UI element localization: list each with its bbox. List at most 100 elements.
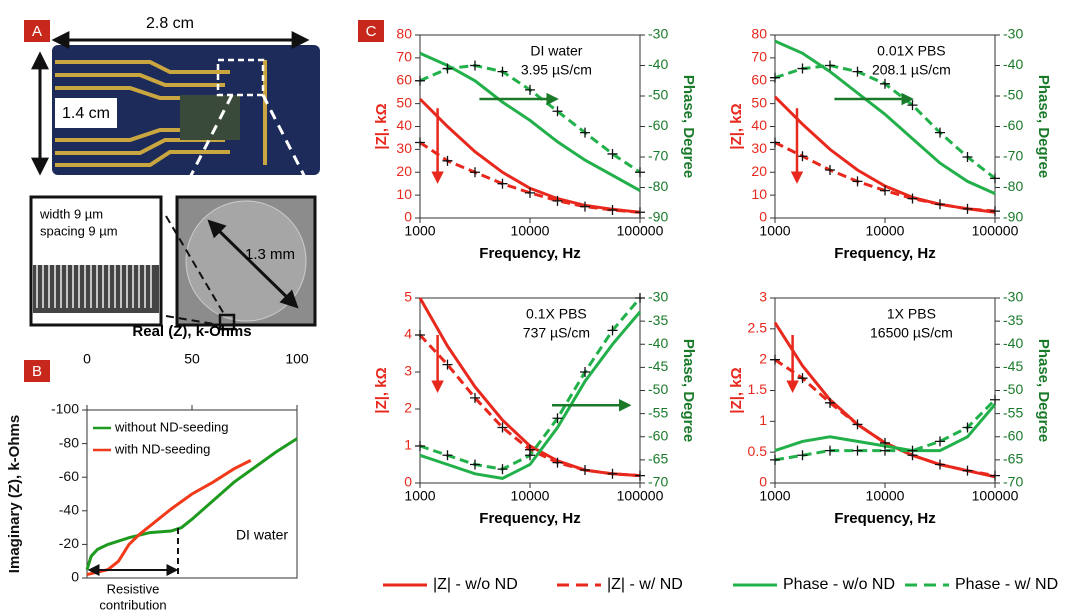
marker <box>770 454 780 465</box>
marker <box>635 293 645 303</box>
annotation: contribution <box>99 597 166 612</box>
marker <box>962 152 973 162</box>
marker <box>525 187 535 198</box>
marker <box>824 445 835 456</box>
marker <box>635 167 645 178</box>
marker <box>990 394 1000 405</box>
y2-tick-label: -50 <box>648 381 668 397</box>
photo: 2.8 cm 1.4 cm width 9 µm spacing 9 µm 1.… <box>29 15 320 331</box>
panel-label: B <box>32 363 42 380</box>
dimension-label: 2.8 cm <box>146 15 194 32</box>
marker <box>415 330 425 340</box>
y-tick-label: 2.5 <box>748 320 768 336</box>
marker <box>880 185 890 196</box>
x-tick-label: 100000 <box>972 223 1019 239</box>
zoom-line <box>261 94 317 198</box>
annotation: 16500 µS/cm <box>870 325 953 341</box>
marker <box>990 173 1000 184</box>
y-tick-label: 0 <box>759 474 767 490</box>
y2-tick-label: -30 <box>1003 26 1023 42</box>
marker <box>770 72 780 83</box>
y2-tick-label: -50 <box>1003 381 1023 397</box>
marker <box>824 60 835 71</box>
y2-tick-label: -35 <box>648 312 668 328</box>
x-axis-label: Frequency, Hz <box>479 245 580 262</box>
y2-tick-label: -70 <box>648 148 668 164</box>
annotation: 0.1X PBS <box>526 306 587 322</box>
comb-fingers <box>33 265 159 313</box>
annotation: 208.1 µS/cm <box>872 62 951 78</box>
dimension-label: 1.3 mm <box>245 246 295 263</box>
traces <box>55 60 267 167</box>
y2-tick-label: -40 <box>648 335 668 351</box>
marker <box>580 201 590 212</box>
marker <box>607 468 618 479</box>
y2-tick-label: -35 <box>1003 312 1023 328</box>
panel-label: A <box>32 23 42 40</box>
marker <box>607 325 618 336</box>
marker <box>797 450 808 461</box>
marker <box>607 204 618 215</box>
y-axis-label: |Z|, kΩ <box>728 103 745 149</box>
annotation: DI water <box>530 43 582 59</box>
legend-label: Phase - w/o ND <box>783 576 895 593</box>
y2-axis-label: Phase, Degree <box>1035 339 1052 442</box>
marker <box>880 78 890 89</box>
y-tick-label: 10 <box>396 186 412 202</box>
y-tick-label: 1 <box>404 437 412 453</box>
marker <box>497 464 508 475</box>
y-tick-label: 3 <box>759 289 767 305</box>
annotation: 737 µS/cm <box>523 325 590 341</box>
y2-axis-label: Phase, Degree <box>680 339 697 442</box>
marker <box>797 63 808 74</box>
y2-tick-label: -45 <box>648 358 668 374</box>
y-tick-label: 0 <box>71 569 79 585</box>
annotation: Resistive <box>107 581 160 596</box>
series-line <box>419 51 641 192</box>
legend-label: |Z| - w/o ND <box>433 576 518 593</box>
marker <box>770 137 780 148</box>
y2-tick-label: -40 <box>1003 335 1023 351</box>
y-tick-label: -60 <box>59 468 79 484</box>
marker <box>797 151 808 162</box>
y-axis-label: Imaginary (Z), k-Ohms <box>6 415 23 573</box>
annotation: 1X PBS <box>887 306 936 322</box>
dimension-label: 1.4 cm <box>62 105 110 122</box>
marker <box>415 441 425 451</box>
x-tick-label: 1000 <box>759 223 790 239</box>
marker <box>552 413 563 424</box>
marker <box>415 75 425 86</box>
x-tick-label: 100000 <box>972 488 1019 504</box>
legend-label: |Z| - w/ ND <box>607 576 683 593</box>
y-tick-label: 60 <box>396 71 412 87</box>
y-tick-label: 20 <box>751 163 767 179</box>
y-tick-label: 30 <box>751 140 767 156</box>
marker <box>770 354 780 365</box>
y-tick-label: 1.5 <box>748 381 768 397</box>
y-tick-label: 80 <box>396 26 412 42</box>
y2-tick-label: -55 <box>1003 404 1023 420</box>
marker <box>907 193 918 204</box>
y2-tick-label: -30 <box>648 289 668 305</box>
y-tick-label: 40 <box>396 117 412 133</box>
y-tick-label: 70 <box>396 49 412 65</box>
marker <box>497 66 508 77</box>
series-line <box>419 141 641 214</box>
y-tick-label: 0 <box>759 209 767 225</box>
marker <box>469 392 480 403</box>
series-line <box>774 358 996 478</box>
panel-label: C <box>366 23 377 40</box>
y2-tick-label: -50 <box>1003 87 1023 103</box>
marker <box>469 60 480 71</box>
y-axis-label: |Z|, kΩ <box>728 367 745 413</box>
electrode-pad <box>180 95 240 140</box>
marker <box>497 422 508 433</box>
marker <box>580 127 590 138</box>
marker <box>469 167 480 178</box>
y2-tick-label: -30 <box>648 26 668 42</box>
zoom-line <box>165 215 225 315</box>
y-tick-label: -100 <box>51 401 79 417</box>
marker <box>935 199 945 210</box>
marker <box>415 137 425 148</box>
